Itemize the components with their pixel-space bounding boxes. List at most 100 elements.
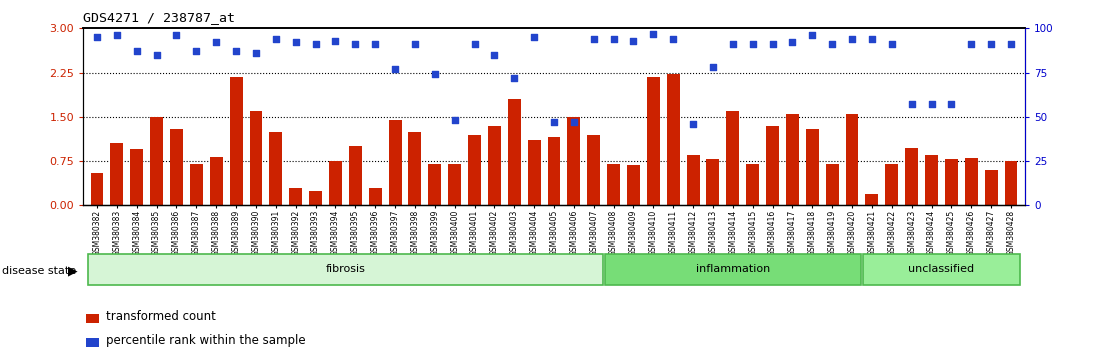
Bar (687, 155, 699, 205)
Bar (786, 114, 799, 205)
Bar (131, 149, 143, 205)
Point (207, 40, 225, 45)
Bar (905, 148, 919, 205)
Point (983, 41, 1001, 47)
Bar (409, 132, 421, 205)
Bar (249, 111, 263, 205)
Point (287, 40, 305, 45)
Bar (965, 158, 977, 205)
Point (803, 33, 821, 38)
Bar (825, 164, 839, 205)
Point (783, 40, 801, 45)
Bar (309, 190, 322, 205)
Bar (189, 164, 203, 205)
Point (923, 102, 941, 107)
Bar (85, 314, 99, 323)
Point (107, 33, 125, 38)
Point (485, 52, 503, 58)
Point (963, 41, 981, 47)
Bar (587, 135, 601, 205)
Bar (647, 77, 659, 205)
Point (327, 38, 345, 44)
Point (943, 102, 961, 107)
Point (763, 41, 781, 47)
Point (645, 31, 663, 36)
Bar (449, 164, 461, 205)
Bar (91, 173, 103, 205)
Bar (209, 157, 223, 205)
Bar (170, 129, 183, 205)
Point (823, 41, 841, 47)
Bar (607, 164, 620, 205)
Bar (806, 129, 819, 205)
Bar (289, 188, 302, 205)
Text: fibrosis: fibrosis (326, 264, 366, 274)
Bar (885, 164, 899, 205)
Bar (329, 161, 342, 205)
Point (267, 36, 285, 42)
Point (187, 48, 205, 54)
Point (505, 75, 523, 81)
Point (704, 64, 721, 70)
Point (605, 36, 623, 42)
Point (1002, 41, 1019, 47)
Bar (945, 159, 957, 205)
Bar (229, 77, 243, 205)
Point (367, 41, 384, 47)
Bar (269, 132, 283, 205)
Bar (707, 159, 719, 205)
Bar (369, 188, 381, 205)
Bar (567, 117, 581, 205)
Point (465, 41, 483, 47)
Text: disease state: disease state (2, 266, 76, 276)
Bar (627, 165, 640, 205)
Point (147, 52, 165, 58)
Bar (727, 111, 739, 205)
Point (127, 48, 145, 54)
Point (743, 41, 761, 47)
Point (685, 121, 702, 127)
Point (863, 36, 881, 42)
Point (227, 48, 245, 54)
FancyBboxPatch shape (863, 254, 1020, 285)
Bar (111, 143, 123, 205)
Bar (746, 164, 759, 205)
Text: transformed count: transformed count (105, 310, 215, 323)
Text: inflammation: inflammation (696, 264, 770, 274)
Bar (845, 114, 859, 205)
Point (843, 36, 861, 42)
Point (406, 41, 423, 47)
Point (307, 41, 325, 47)
Point (445, 118, 463, 123)
Point (425, 72, 443, 77)
Bar (488, 126, 501, 205)
Point (665, 36, 683, 42)
Bar (389, 120, 401, 205)
Bar (865, 194, 879, 205)
Point (247, 50, 265, 56)
Point (89, 34, 106, 40)
Point (387, 66, 404, 72)
Point (525, 34, 543, 40)
FancyBboxPatch shape (88, 254, 603, 285)
Bar (429, 164, 441, 205)
Text: GDS4271 / 238787_at: GDS4271 / 238787_at (83, 11, 235, 24)
Point (903, 102, 921, 107)
Point (167, 33, 185, 38)
Point (545, 119, 563, 125)
Bar (527, 141, 541, 205)
Point (724, 41, 741, 47)
Point (883, 41, 901, 47)
Bar (507, 99, 521, 205)
Bar (985, 170, 997, 205)
Text: ▶: ▶ (68, 264, 78, 277)
Bar (925, 155, 938, 205)
Bar (85, 338, 99, 347)
Bar (151, 117, 163, 205)
Bar (468, 135, 481, 205)
Point (585, 36, 603, 42)
Point (625, 38, 643, 44)
Bar (667, 74, 679, 205)
Point (565, 119, 583, 125)
Point (347, 41, 365, 47)
